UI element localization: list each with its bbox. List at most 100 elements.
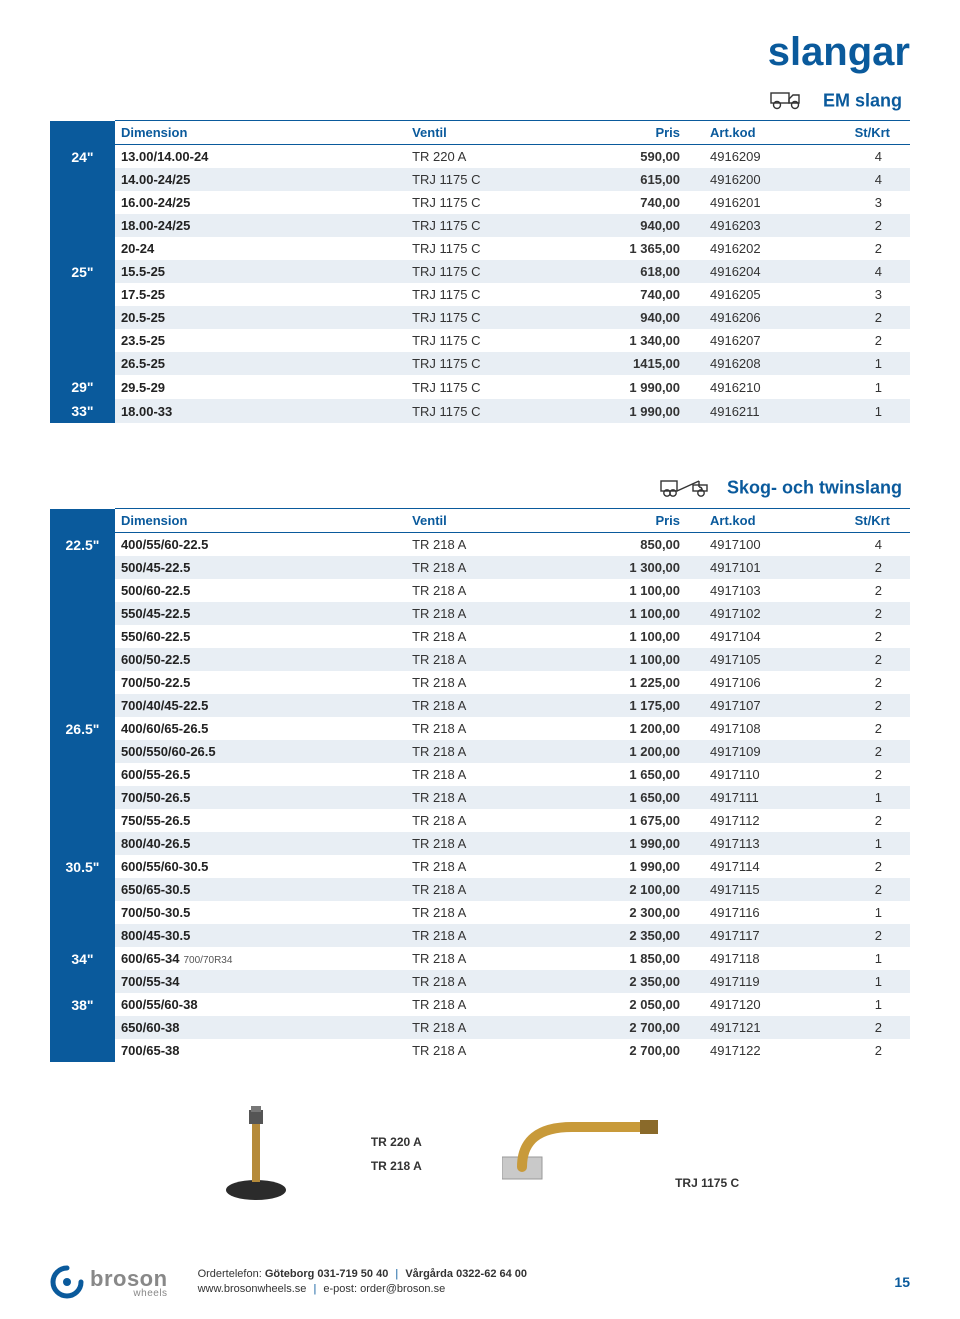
cell-vent: TRJ 1175 C <box>406 191 552 214</box>
cell-dim: 600/65-34700/70R34 <box>115 947 406 970</box>
cell-dim: 600/55/60-30.5 <box>115 855 406 878</box>
table-row: 800/40-26.5TR 218 A1 990,0049171131 <box>50 832 910 855</box>
cell-dim: 650/65-30.5 <box>115 878 406 901</box>
size-group-cell: 24" <box>50 145 115 261</box>
cell-dim: 700/50-22.5 <box>115 671 406 694</box>
cell-st: 2 <box>820 694 910 717</box>
cell-dim: 700/50-30.5 <box>115 901 406 924</box>
col-size-spacer <box>50 509 115 533</box>
cell-st: 2 <box>820 763 910 786</box>
brand-logo: broson wheels <box>50 1265 168 1299</box>
cell-dim: 14.00-24/25 <box>115 168 406 191</box>
cell-st: 2 <box>820 625 910 648</box>
cell-st: 1 <box>820 352 910 375</box>
col-header: Art.kod <box>686 121 820 145</box>
table-row: 700/65-38TR 218 A2 700,0049171222 <box>50 1039 910 1062</box>
cell-pris: 850,00 <box>552 533 686 557</box>
cell-st: 2 <box>820 924 910 947</box>
cell-art: 4917106 <box>686 671 820 694</box>
table-row: 650/65-30.5TR 218 A2 100,0049171152 <box>50 878 910 901</box>
cell-st: 2 <box>820 579 910 602</box>
size-group-cell: 33" <box>50 399 115 423</box>
table-row: 26.5-25TRJ 1175 C1415,0049162081 <box>50 352 910 375</box>
cell-st: 2 <box>820 329 910 352</box>
table-row: 18.00-24/25TRJ 1175 C940,0049162032 <box>50 214 910 237</box>
cell-pris: 740,00 <box>552 191 686 214</box>
cell-pris: 1 675,00 <box>552 809 686 832</box>
cell-st: 4 <box>820 260 910 283</box>
table-row: 500/550/60-26.5TR 218 A1 200,0049171092 <box>50 740 910 763</box>
table-row: 650/60-38TR 218 A2 700,0049171212 <box>50 1016 910 1039</box>
cell-vent: TR 218 A <box>406 671 552 694</box>
cell-vent: TR 218 A <box>406 855 552 878</box>
cell-dim: 800/45-30.5 <box>115 924 406 947</box>
col-header: St/Krt <box>820 509 910 533</box>
size-group-cell: 38" <box>50 993 115 1062</box>
cell-art: 4917110 <box>686 763 820 786</box>
cell-dim: 17.5-25 <box>115 283 406 306</box>
cell-art: 4917116 <box>686 901 820 924</box>
footer-phone-vgd: Vårgårda 0322-62 64 00 <box>405 1268 527 1280</box>
cell-art: 4917105 <box>686 648 820 671</box>
table-row: 20.5-25TRJ 1175 C940,0049162062 <box>50 306 910 329</box>
cell-pris: 615,00 <box>552 168 686 191</box>
cell-vent: TR 218 A <box>406 694 552 717</box>
cell-art: 4917107 <box>686 694 820 717</box>
page-title: slangar <box>50 30 910 75</box>
brand-name: broson <box>90 1266 168 1291</box>
cell-art: 4917114 <box>686 855 820 878</box>
cell-dim: 650/60-38 <box>115 1016 406 1039</box>
cell-vent: TR 218 A <box>406 1016 552 1039</box>
cell-pris: 2 700,00 <box>552 1039 686 1062</box>
footer-web: www.brosonwheels.se <box>198 1283 307 1295</box>
cell-vent: TR 218 A <box>406 832 552 855</box>
section-label: Skog- och twinslang <box>50 473 910 504</box>
cell-pris: 1415,00 <box>552 352 686 375</box>
table-row: 750/55-26.5TR 218 A1 675,0049171122 <box>50 809 910 832</box>
cell-dim: 400/55/60-22.5 <box>115 533 406 557</box>
size-group-cell: 25" <box>50 260 115 375</box>
cell-st: 3 <box>820 191 910 214</box>
table-row: 20-24TRJ 1175 C1 365,0049162022 <box>50 237 910 260</box>
cell-st: 1 <box>820 947 910 970</box>
cell-art: 4916208 <box>686 352 820 375</box>
valve-illustration-row: TR 220 A TR 218 A TRJ 1175 C <box>50 1102 910 1205</box>
size-group-cell: 30.5" <box>50 855 115 947</box>
cell-vent: TRJ 1175 C <box>406 283 552 306</box>
cell-dim: 20.5-25 <box>115 306 406 329</box>
cell-vent: TR 218 A <box>406 809 552 832</box>
cell-pris: 1 300,00 <box>552 556 686 579</box>
cell-st: 2 <box>820 717 910 740</box>
cell-vent: TRJ 1175 C <box>406 214 552 237</box>
cell-pris: 940,00 <box>552 214 686 237</box>
cell-art: 4916211 <box>686 399 820 423</box>
valve-tr220a-icon <box>221 1102 291 1205</box>
col-header: Dimension <box>115 509 406 533</box>
cell-pris: 1 100,00 <box>552 579 686 602</box>
cell-pris: 2 100,00 <box>552 878 686 901</box>
cell-dim: 700/55-34 <box>115 970 406 993</box>
cell-st: 4 <box>820 533 910 557</box>
table-row: 38"600/55/60-38TR 218 A2 050,0049171201 <box>50 993 910 1016</box>
cell-art: 4916210 <box>686 375 820 399</box>
table-row: 17.5-25TRJ 1175 C740,0049162053 <box>50 283 910 306</box>
table-row: 25"15.5-25TRJ 1175 C618,0049162044 <box>50 260 910 283</box>
cell-dim: 550/60-22.5 <box>115 625 406 648</box>
cell-dim: 29.5-29 <box>115 375 406 399</box>
page-number: 15 <box>894 1274 910 1290</box>
cell-art: 4917119 <box>686 970 820 993</box>
col-header: Pris <box>552 509 686 533</box>
cell-st: 2 <box>820 1039 910 1062</box>
price-table: DimensionVentilPrisArt.kodSt/Krt24"13.00… <box>50 120 910 423</box>
col-size-spacer <box>50 121 115 145</box>
valve-label-tr220a: TR 220 A <box>371 1135 422 1149</box>
cell-vent: TRJ 1175 C <box>406 375 552 399</box>
cell-pris: 1 990,00 <box>552 832 686 855</box>
cell-dim: 500/550/60-26.5 <box>115 740 406 763</box>
cell-st: 2 <box>820 809 910 832</box>
cell-vent: TR 218 A <box>406 786 552 809</box>
cell-st: 1 <box>820 786 910 809</box>
cell-dim: 800/40-26.5 <box>115 832 406 855</box>
cell-pris: 1 175,00 <box>552 694 686 717</box>
cell-art: 4916206 <box>686 306 820 329</box>
